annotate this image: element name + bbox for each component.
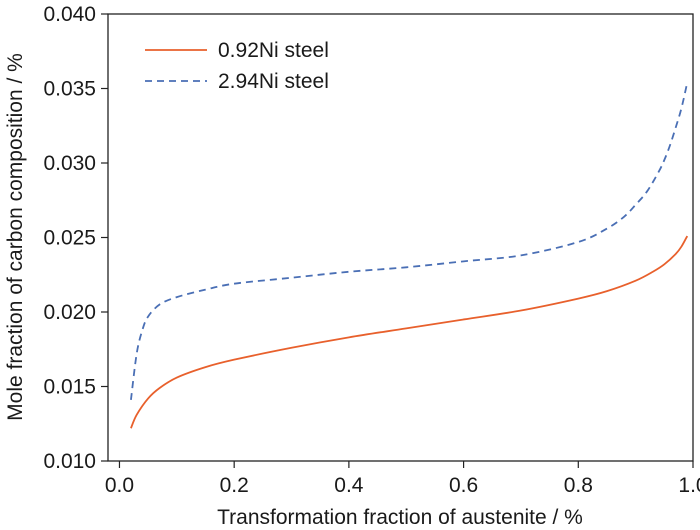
plot-area: 0.00.20.40.60.81.0 0.0100.0150.0200.0250… (43, 3, 700, 497)
x-tick-label: 0.4 (334, 474, 364, 497)
x-tick-label: 0.8 (564, 474, 593, 497)
x-axis-title: Transformation fraction of austenite / % (217, 506, 583, 529)
x-tick-label: 1.0 (678, 474, 700, 497)
y-axis-title: Mole fraction of carbon composition / % (4, 53, 27, 421)
y-tick-label: 0.035 (43, 78, 96, 101)
legend-label-2.94ni-steel: 2.94Ni steel (218, 70, 329, 93)
series-line-0.92ni-steel (130, 235, 689, 429)
x-tick-label: 0.6 (449, 474, 478, 497)
y-tick-label: 0.025 (43, 227, 96, 250)
series-lines (130, 82, 689, 429)
y-tick-label: 0.015 (43, 376, 96, 399)
y-axis-ticks: 0.010 0.015 0.020 0.025 0.030 0.035 0.040 (43, 3, 108, 473)
legend: 0.92Ni steel 2.94Ni steel (145, 39, 329, 93)
y-tick-label: 0.020 (43, 301, 96, 324)
y-tick-label: 0.010 (43, 450, 96, 473)
x-tick-label: 0.0 (105, 474, 134, 497)
series-line-2.94ni-steel (130, 82, 689, 401)
x-tick-label: 0.2 (220, 474, 249, 497)
y-tick-label: 0.040 (43, 3, 96, 26)
legend-label-0.92ni-steel: 0.92Ni steel (218, 39, 329, 62)
x-axis-ticks: 0.0 0.2 0.4 0.6 0.8 1.0 (105, 461, 700, 497)
y-tick-label: 0.030 (43, 152, 96, 175)
